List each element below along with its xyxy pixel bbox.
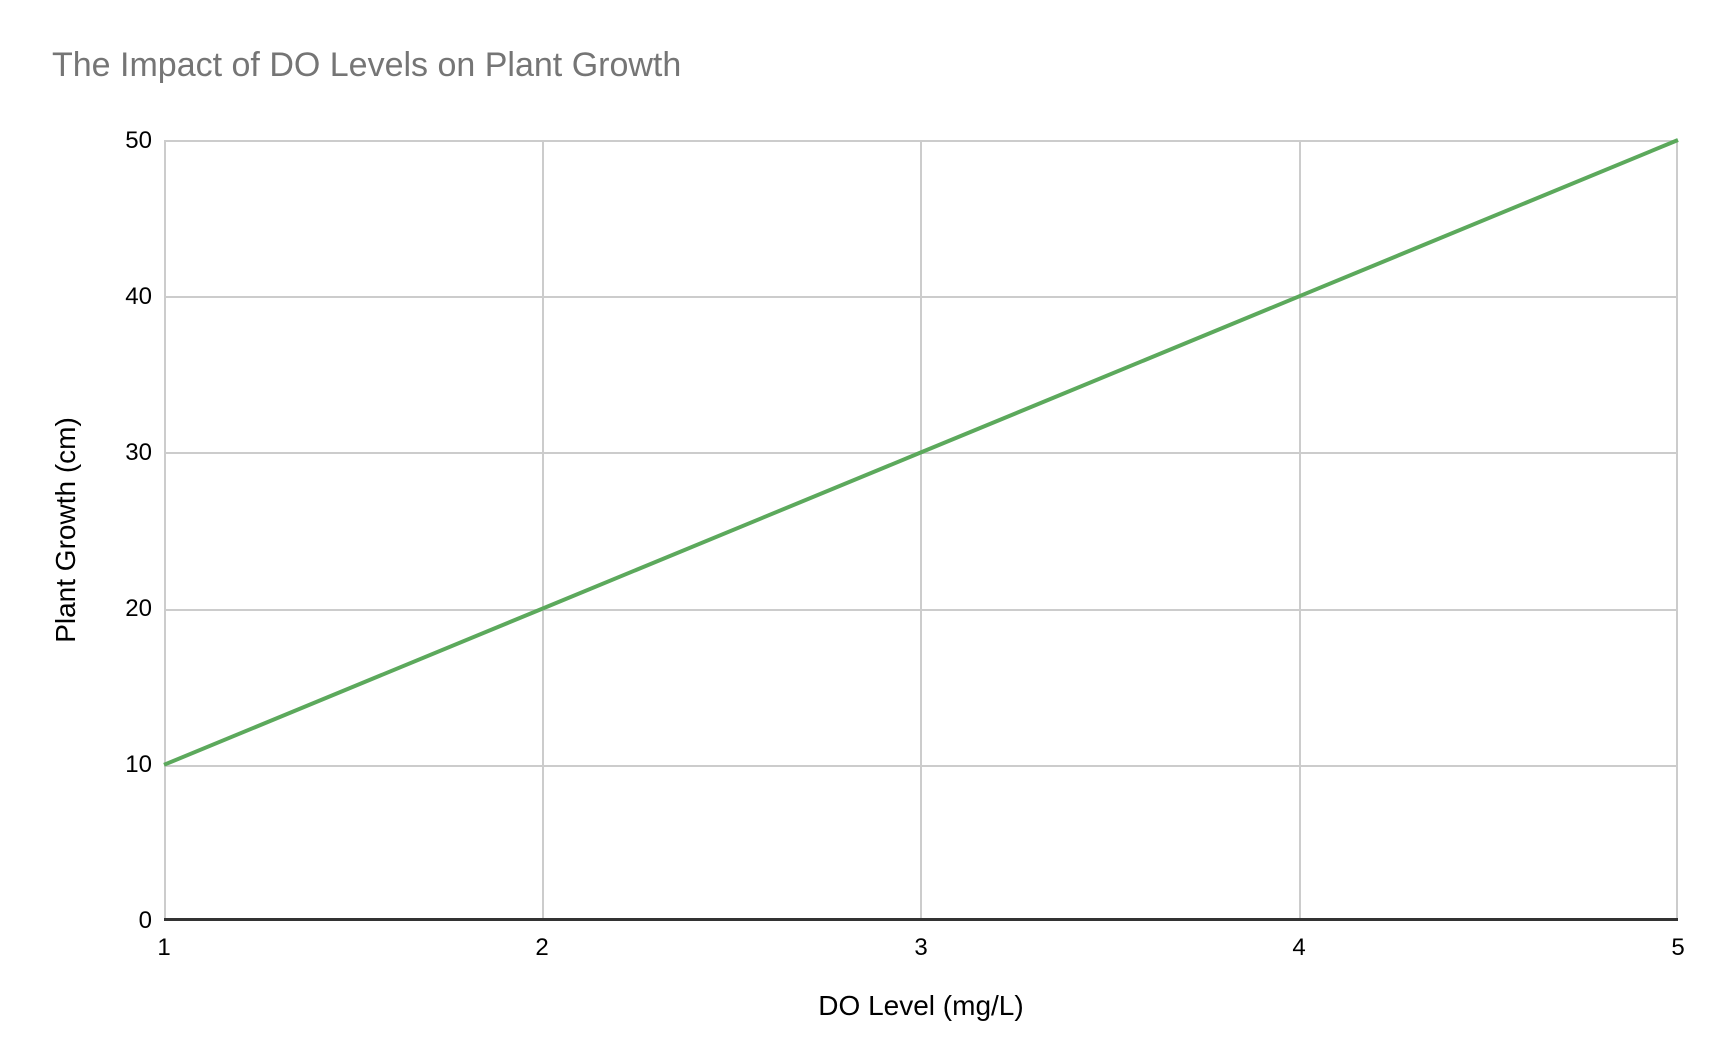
x-tick-label: 2 [535,934,549,961]
gridline-x-5 [1676,140,1678,921]
series-line [163,138,1679,767]
gridline-x-1 [164,140,166,921]
y-tick-label: 40 [125,283,152,310]
x-axis-title: DO Level (mg/L) [818,990,1024,1021]
plot-area [163,138,1679,921]
y-axis-title: Plant Growth (cm) [50,417,81,643]
x-tick-label: 1 [157,934,171,961]
gridline-x-3 [920,140,922,921]
series-line-svg [163,138,1679,767]
chart-title: The Impact of DO Levels on Plant Growth [52,46,682,84]
gridline-x-4 [1299,140,1301,921]
y-tick-label: 50 [125,127,152,154]
y-tick-label: 30 [125,439,152,466]
gridline-x-2 [542,140,544,921]
y-tick-label: 0 [138,907,152,934]
x-tick-label: 5 [1671,934,1685,961]
x-tick-label: 4 [1292,934,1306,961]
x-axis-line [164,918,1678,921]
y-tick-label: 20 [125,595,152,622]
x-tick-label: 3 [914,934,928,961]
y-tick-label: 10 [125,751,152,778]
